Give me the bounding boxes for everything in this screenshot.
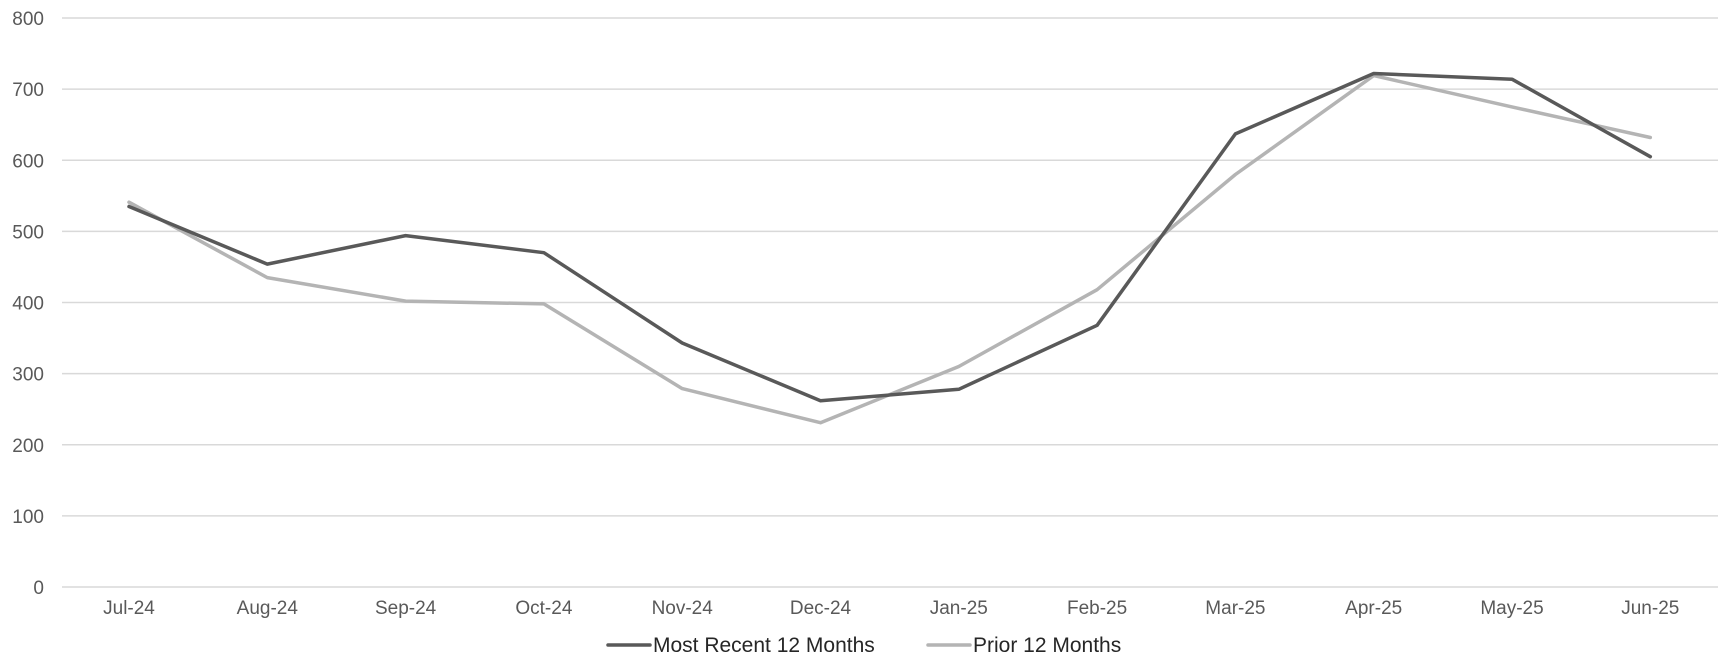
- x-tick-label: Sep-24: [375, 598, 437, 619]
- x-tick-label: Feb-25: [1067, 598, 1127, 619]
- x-tick-label: Jul-24: [103, 598, 155, 619]
- x-tick-label: Dec-24: [790, 598, 852, 619]
- y-axis-tick-labels: 0 100 200 300 400 500 600 700 800: [12, 9, 44, 599]
- y-tick-label: 200: [12, 436, 44, 457]
- x-tick-label: Nov-24: [652, 598, 714, 619]
- series-lines: [127, 71, 1653, 425]
- y-tick-label: 400: [12, 294, 44, 315]
- x-tick-label: Jun-25: [1621, 598, 1679, 619]
- y-tick-label: 0: [33, 578, 44, 599]
- legend: Most Recent 12 Months Prior 12 Months: [606, 634, 1121, 657]
- series-line-most-recent: [127, 71, 1653, 403]
- x-tick-label: Oct-24: [515, 598, 572, 619]
- series-line-prior: [127, 73, 1653, 425]
- x-tick-label: May-25: [1480, 598, 1543, 619]
- y-tick-label: 700: [12, 80, 44, 101]
- gridlines: [62, 17, 1718, 588]
- y-tick-label: 100: [12, 507, 44, 528]
- x-tick-label: Mar-25: [1205, 598, 1265, 619]
- x-tick-label: Aug-24: [237, 598, 299, 619]
- legend-label-prior: Prior 12 Months: [973, 634, 1121, 657]
- y-tick-label: 300: [12, 365, 44, 386]
- y-tick-label: 600: [12, 151, 44, 172]
- x-tick-label: Jan-25: [930, 598, 988, 619]
- legend-label-most-recent: Most Recent 12 Months: [653, 634, 875, 657]
- x-tick-label: Apr-25: [1345, 598, 1402, 619]
- y-tick-label: 800: [12, 9, 44, 30]
- x-axis-tick-labels: Jul-24 Aug-24 Sep-24 Oct-24 Nov-24 Dec-24 Jan-…: [103, 598, 1679, 619]
- y-tick-label: 500: [12, 222, 44, 243]
